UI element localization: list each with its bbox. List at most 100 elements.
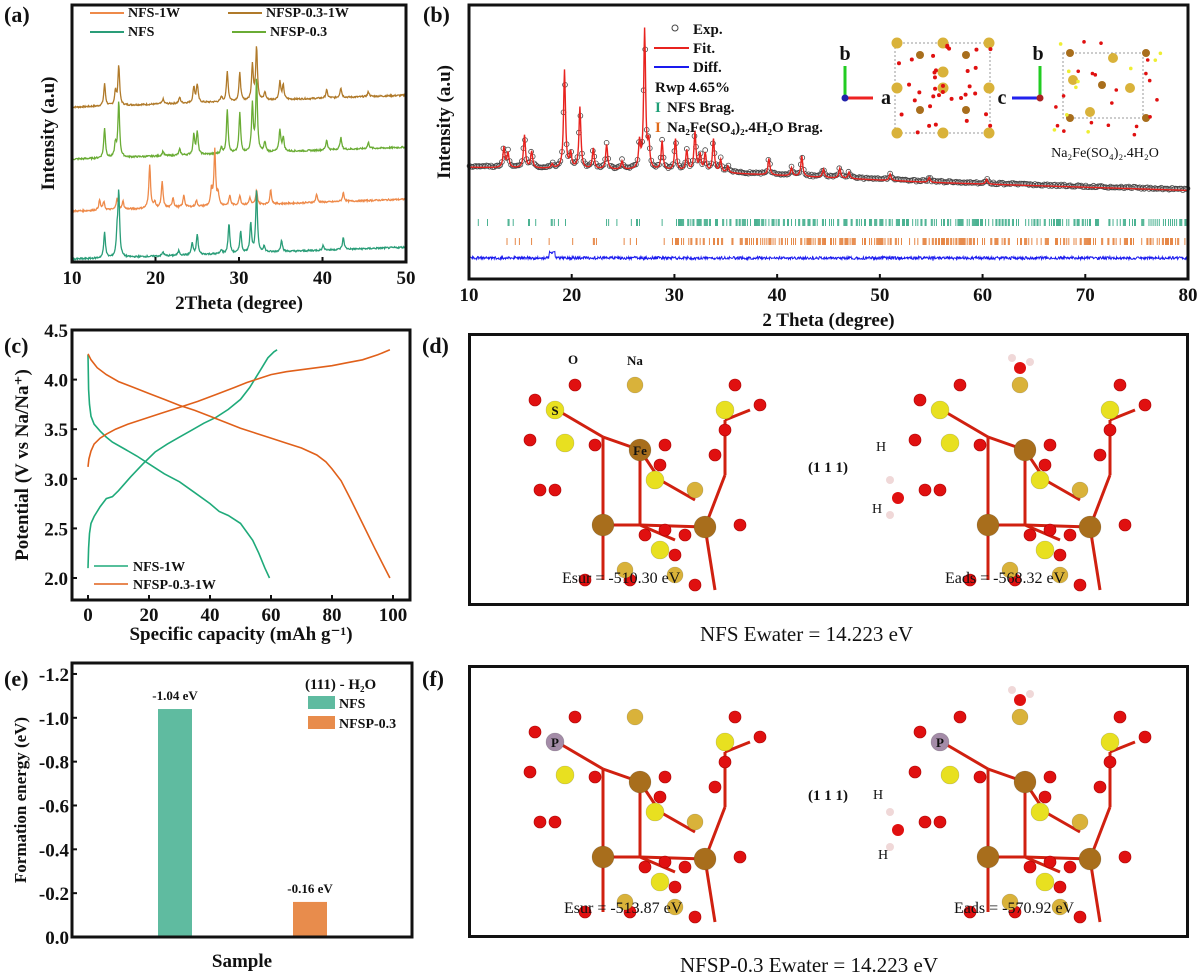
bond [941, 740, 989, 771]
bond [1024, 523, 1061, 542]
inset-axis-label-b: b [839, 43, 850, 65]
oxygen-atom [1073, 578, 1087, 592]
exp-point [656, 161, 662, 168]
sodium-atom [891, 82, 903, 94]
exp-point [554, 162, 561, 168]
oxygen-atom [658, 438, 672, 452]
oxygen-atom [678, 860, 692, 874]
legend-label: NFS [128, 25, 155, 40]
oxygen-atom [988, 123, 993, 128]
oxygen-atom [1038, 790, 1052, 804]
oxygen-atom [974, 47, 979, 52]
oxygen-atom [917, 90, 922, 95]
panel-d-caption: NFS Ewater = 14.223 eV [700, 622, 914, 646]
x-tick-label: 50 [397, 268, 416, 289]
oxygen-atom [933, 815, 947, 829]
oxygen-atom [578, 573, 592, 587]
oxygen-atom [1058, 42, 1063, 46]
inset-unit-cell-2 [1062, 52, 1144, 119]
oxygen-atom [533, 815, 547, 829]
oxygen-atom [533, 483, 547, 497]
oxygen-atom [1148, 115, 1152, 119]
oxygen-atom [1076, 79, 1080, 84]
oxygen-atom [1118, 850, 1132, 864]
x-tick-label: 20 [140, 605, 159, 626]
y-tick-label: -1.0 [39, 709, 69, 730]
sulfur-atom [1100, 732, 1120, 752]
iron-atom [962, 51, 970, 59]
x-axis-label: Specific capacity (mAh g⁻¹) [129, 624, 352, 645]
bond [1109, 408, 1136, 422]
oxygen-atom [718, 423, 732, 437]
iron-atom [1078, 847, 1102, 871]
iron-atom [916, 51, 924, 59]
panel-d-h-label-2: H [872, 502, 883, 517]
iron-atom [1013, 770, 1037, 794]
sodium-atom [1085, 107, 1095, 117]
oxygen-atom [1153, 58, 1158, 62]
sulfur-atom [940, 433, 960, 453]
oxygen-atom [937, 93, 942, 98]
atom-label-p: P [551, 735, 559, 750]
y-axis-label: Intensity (a.u) [38, 76, 59, 190]
brag-mark-nfs: I [655, 100, 661, 116]
panel-d-label: (d) [422, 333, 449, 358]
bond [1044, 478, 1081, 502]
sodium-atom [983, 127, 995, 139]
sodium-atom [937, 127, 949, 139]
oxygen-atom [1053, 880, 1067, 894]
sodium-atom [983, 37, 995, 49]
legend-label-nfsp: NFSP-0.3 [339, 717, 396, 732]
oxygen-atom [528, 393, 542, 407]
legend-fit-label: Fit. [693, 41, 715, 57]
oxygen-atom [1145, 58, 1150, 62]
x-tick-label: 70 [1076, 285, 1095, 306]
oxygen-atom [933, 122, 938, 127]
curve-nfs-1w-1 [87, 349, 278, 569]
y-tick-label: -0.6 [39, 796, 69, 817]
oxygen-atom [915, 130, 920, 135]
curve-nfsp-0.3-1w-1 [87, 349, 391, 467]
oxygen-atom [668, 548, 682, 562]
sodium-atom [1001, 893, 1019, 911]
iron-atom [1142, 49, 1150, 57]
sulfur-atom [650, 872, 670, 892]
legend-label: NFSP-0.3 [270, 25, 327, 40]
iron-atom [1066, 49, 1074, 57]
oxygen-atom [1086, 129, 1090, 134]
brag-mark-hydrate: I [655, 120, 661, 136]
exp-point [686, 163, 693, 170]
oxygen-atom [678, 528, 692, 542]
sulfur-atom [1030, 802, 1050, 822]
oxygen-atom [528, 725, 542, 739]
panel-f-surface-label: (1 1 1) [808, 788, 848, 804]
exp-point [599, 163, 605, 169]
oxygen-atom [931, 94, 936, 99]
oxygen-atom [708, 780, 722, 794]
oxygen-atom [1090, 71, 1095, 76]
legend-exp-label: Exp. [693, 22, 723, 38]
bar-data-label: -1.04 eV [152, 688, 198, 703]
panel-e-label: (e) [4, 666, 29, 691]
diff-line [468, 250, 1189, 262]
oxygen-atom [964, 118, 969, 123]
oxygen-atom [1053, 548, 1067, 562]
oxygen-atom [1113, 710, 1127, 724]
y-axis-label: Potential (V vs Na/Na⁺) [12, 369, 33, 561]
sulfur-atom [645, 802, 665, 822]
oxygen-atom [940, 83, 945, 88]
sulfur-atom [1035, 872, 1055, 892]
exp-point [884, 176, 890, 182]
oxygen-atom [1023, 528, 1037, 542]
sodium-atom [666, 566, 684, 584]
panel-d-frame [468, 333, 1189, 606]
oxygen-atom [588, 438, 602, 452]
atom-label-fe: Fe [633, 443, 647, 458]
inset-origin-1 [841, 94, 849, 102]
exp-point [762, 169, 769, 176]
sulfur-atom [1100, 400, 1120, 420]
x-axis-label: 2 Theta (degree) [762, 310, 894, 331]
oxygen-atom [973, 438, 987, 452]
